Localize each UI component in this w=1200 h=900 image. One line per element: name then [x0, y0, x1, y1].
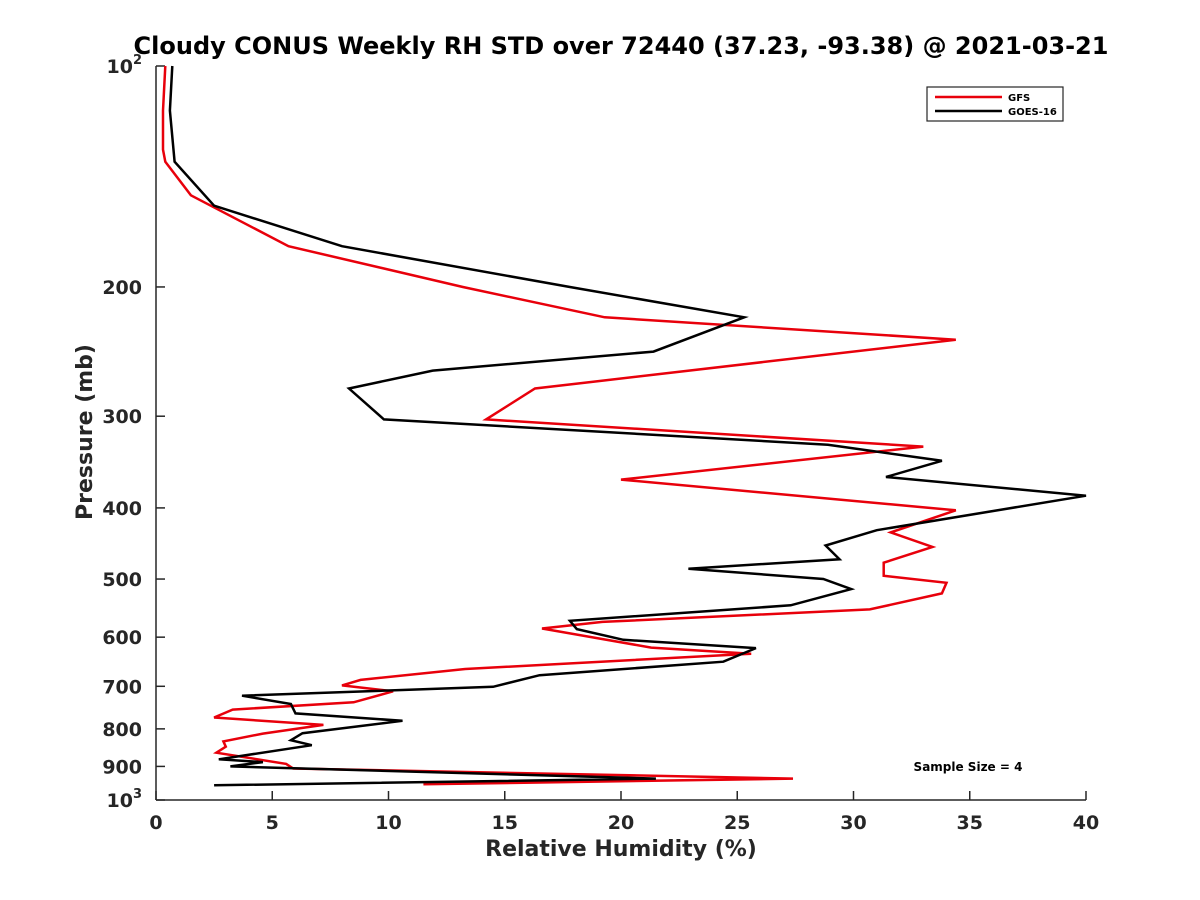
- y-tick-label: 200: [102, 277, 142, 299]
- x-tick-label: 15: [492, 812, 518, 834]
- x-tick-label: 40: [1073, 812, 1099, 834]
- x-tick-label: 10: [375, 812, 401, 834]
- x-tick-label: 35: [957, 812, 983, 834]
- x-tick-label: 25: [724, 812, 750, 834]
- y-tick-label: 103: [107, 787, 143, 812]
- legend-entry: GOES-16: [1008, 107, 1057, 118]
- x-axis-label: Relative Humidity (%): [485, 837, 757, 862]
- legend: GFS GOES-16: [926, 86, 1064, 122]
- legend-box: [926, 86, 1064, 122]
- y-tick-label: 600: [102, 627, 142, 649]
- plot-area: 0 5 10 15 20 25 30 35 40 102 200 300 400 500 600 700 800…: [102, 53, 1099, 834]
- y-tick-label: 300: [102, 406, 142, 428]
- y-tick-label: 900: [102, 756, 142, 778]
- y-tick-label: 400: [102, 498, 142, 520]
- sample-size-annotation: Sample Size = 4: [914, 760, 1023, 774]
- x-tick-label: 0: [149, 812, 162, 834]
- y-axis-label: Pressure (mb): [73, 344, 98, 520]
- x-tick-label: 5: [266, 812, 279, 834]
- chart-title: Cloudy CONUS Weekly RH STD over 72440 (3…: [134, 32, 1109, 60]
- y-tick-label: 800: [102, 719, 142, 741]
- series-line-gfs: [161, 65, 957, 786]
- y-tick-label: 102: [107, 53, 143, 78]
- y-tick-label: 500: [102, 569, 142, 591]
- y-tick-label: 700: [102, 676, 142, 698]
- series-line-goes-16: [168, 65, 1087, 787]
- x-tick-label: 20: [608, 812, 634, 834]
- x-tick-label: 30: [840, 812, 866, 834]
- legend-entry: GFS: [1008, 93, 1030, 104]
